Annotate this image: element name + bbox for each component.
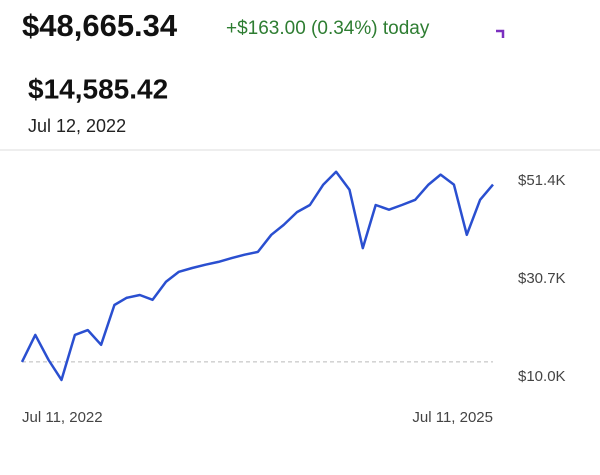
daily-change: +$163.00 (0.34%) today [226,18,430,39]
x-tick-label: Jul 11, 2022 [22,409,103,426]
y-tick-label: $10.0K [518,368,566,385]
selected-value: $14,585.42 [28,73,168,104]
y-tick-label: $30.7K [518,270,566,287]
price-line [20,170,494,382]
x-tick-label: Jul 11, 2025 [412,409,493,426]
selected-date: Jul 12, 2022 [28,116,126,136]
portfolio-value: $48,665.34 [22,8,178,43]
corner-icon [496,29,505,38]
y-tick-label: $51.4K [518,172,566,189]
